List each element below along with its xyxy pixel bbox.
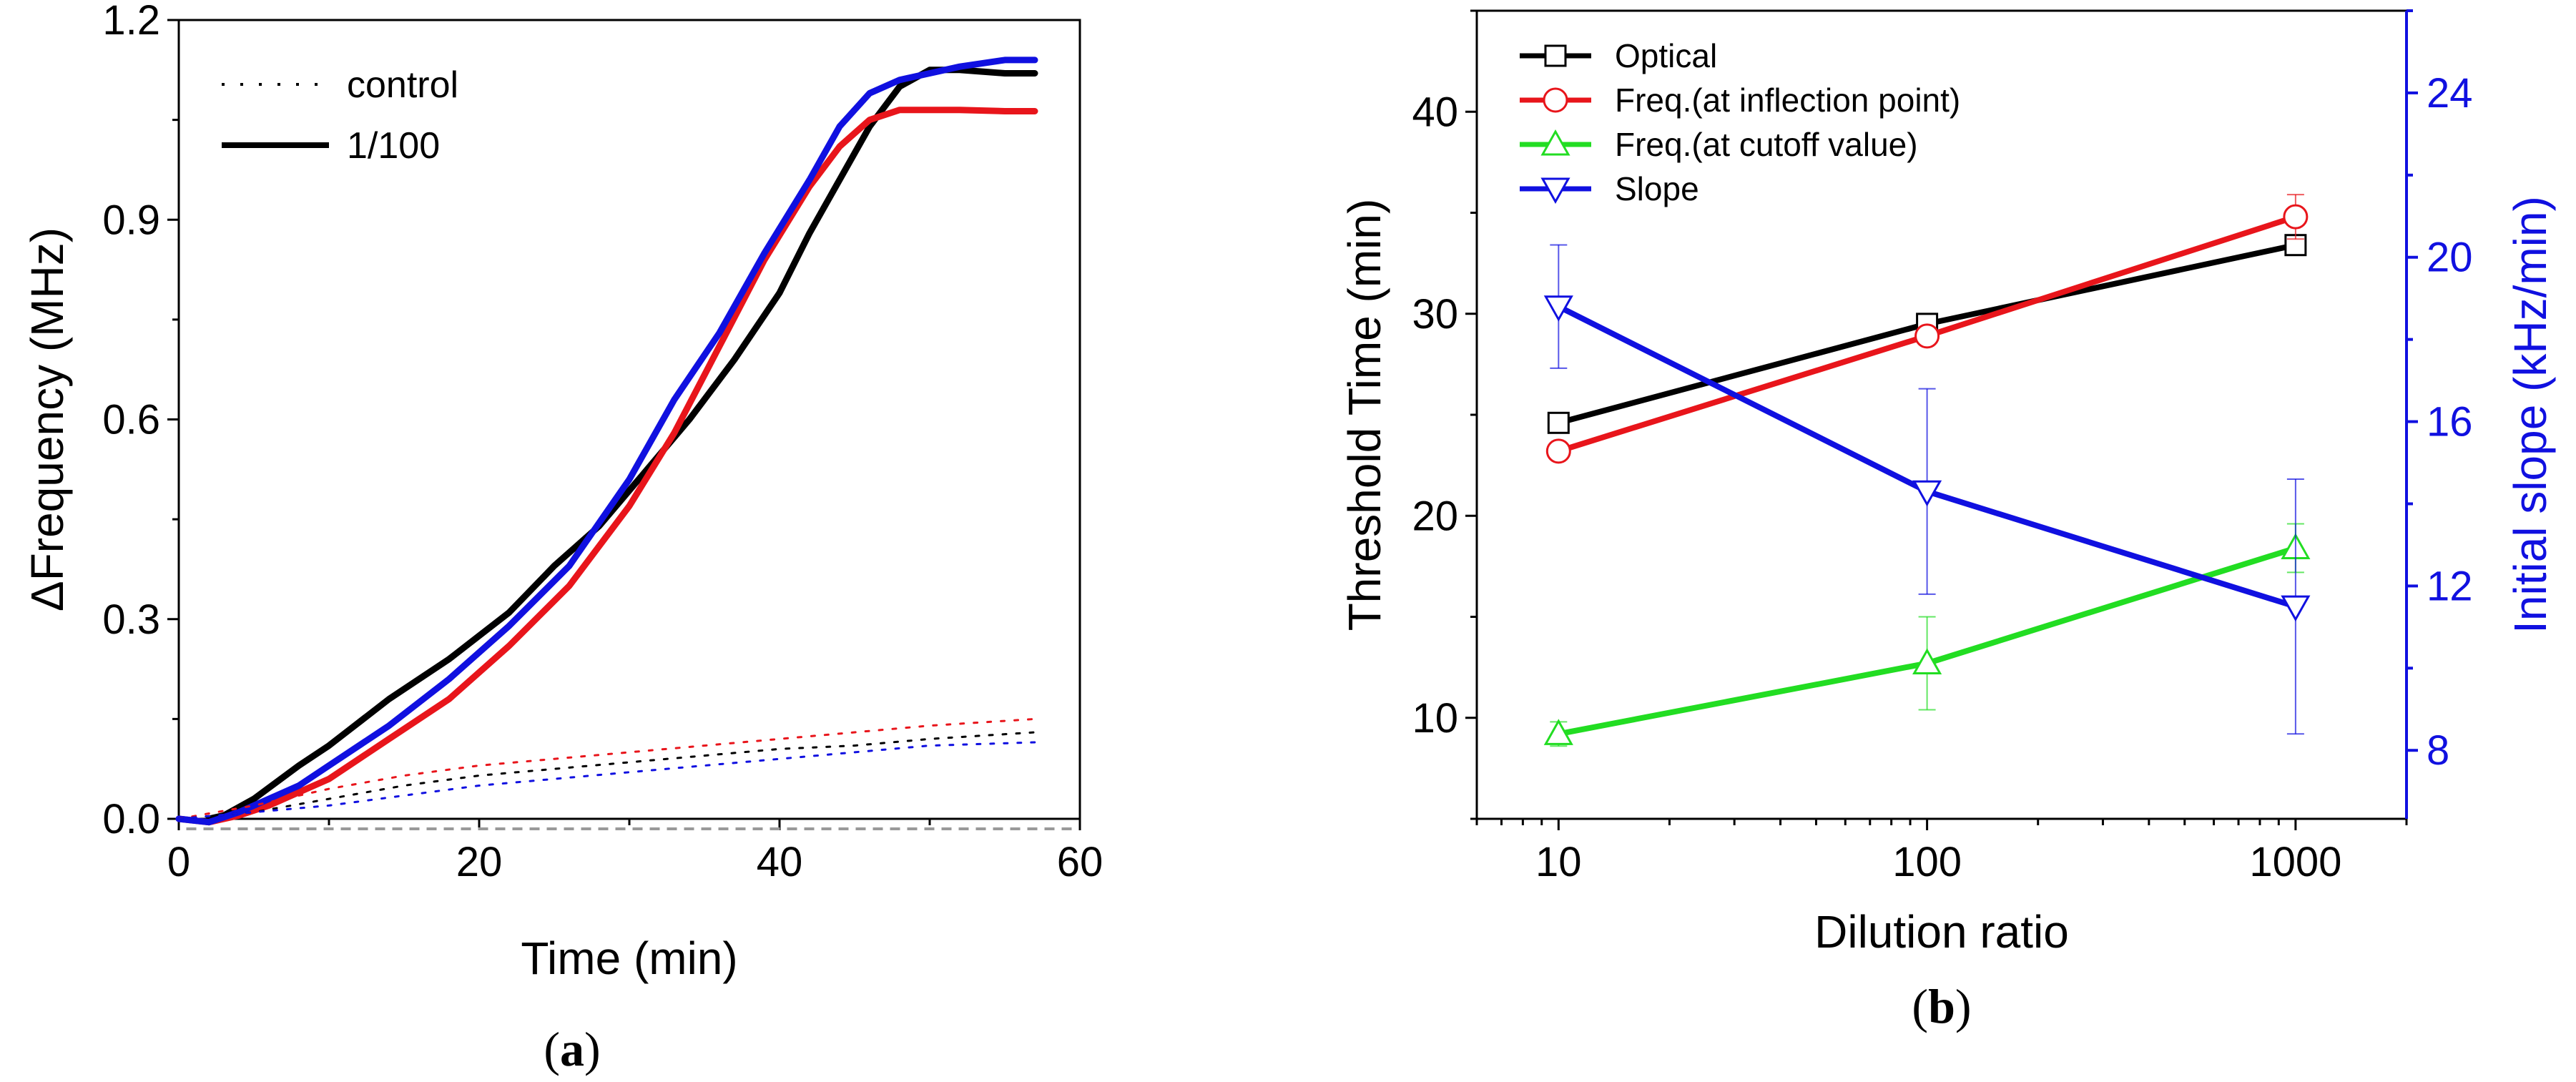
panel-a-series-1-100-black xyxy=(205,67,1038,822)
panel-a-caption-open: ( xyxy=(544,1022,560,1076)
panel-b-x-axis-label: Dilution ratio xyxy=(1814,906,2069,958)
panel-b-x-tick-label: 1000 xyxy=(2249,839,2341,885)
panel-b-y2-axis-label: Initial slope (kHz/min) xyxy=(2504,196,2556,634)
panel-b-y-tick-label: 20 xyxy=(1412,493,1458,539)
panel-a-x-tick-label: 0 xyxy=(167,839,190,885)
legend-label-1-100: 1/100 xyxy=(347,125,440,167)
panel-b-y2-tick-label: 16 xyxy=(2427,399,2473,446)
panel-b-caption-close: ) xyxy=(1955,979,1972,1033)
panel-a-y-tick-label: 0.3 xyxy=(102,596,160,643)
panel-b-series-freq-at-inflection-point xyxy=(1545,194,2309,464)
panel-b-y-tick-label: 30 xyxy=(1412,291,1458,338)
legend-marker-slope xyxy=(1540,177,1570,205)
legend-label-freq-at-inflection-point: Freq.(at inflection point) xyxy=(1615,82,1960,119)
panel-b-caption-letter: b xyxy=(1928,979,1955,1033)
panel-b-y-tick-label: 10 xyxy=(1412,695,1458,742)
panel-b-y-tick-label: 40 xyxy=(1412,89,1458,135)
panel-a-y-tick-label: 0.6 xyxy=(102,397,160,443)
panel-b-series-slope xyxy=(1543,244,2311,735)
panel-a-x-tick-label: 20 xyxy=(456,839,503,885)
panel-b-y2-tick-label: 20 xyxy=(2427,235,2473,281)
panel-a-legend: control 1/100 xyxy=(222,64,458,167)
panel-b-legend: Optical Freq.(at inflection point) Freq.(a… xyxy=(1520,37,1960,207)
panel-a-ticks: 0 20 40 60 0.0 0.3 0.6 0.9 1.2 xyxy=(102,0,1103,885)
panel-a: 0 20 40 60 0.0 0.3 0.6 0.9 1.2 control 1/100 Tim… xyxy=(21,0,1103,1076)
legend-marker-optical xyxy=(1544,44,1567,67)
data-point-marker xyxy=(1912,648,1942,674)
legend-marker-freq-at-inflection-point xyxy=(1543,87,1568,113)
panel-b: 10 100 1000 10 20 30 40 8 12 16 20 24 Optical Freq.(… xyxy=(1339,9,2556,1033)
legend-label-control: control xyxy=(347,64,458,106)
panel-a-y-tick-label: 0.9 xyxy=(102,197,160,243)
panel-a-plot-frame xyxy=(177,19,1081,820)
panel-a-x-tick-label: 40 xyxy=(757,839,803,885)
legend-label-slope: Slope xyxy=(1615,170,1699,207)
data-point-marker xyxy=(1543,719,1573,745)
panel-b-y2-tick-label: 8 xyxy=(2427,727,2449,774)
data-point-marker xyxy=(1547,411,1570,434)
panel-b-series-freq-at-cutoff-value xyxy=(1543,523,2311,747)
panel-a-series-control-blue xyxy=(177,741,1036,820)
panel-a-caption: (a) xyxy=(544,1022,600,1076)
data-point-marker xyxy=(1912,480,1942,507)
panel-a-x-tick-label: 60 xyxy=(1057,839,1103,885)
data-point-marker xyxy=(2281,595,2311,622)
legend-label-freq-at-cutoff-value: Freq.(at cutoff value) xyxy=(1615,126,1918,163)
panel-a-series-1-100-red xyxy=(175,107,1038,826)
panel-b-x-tick-label: 10 xyxy=(1535,839,1582,885)
panel-a-x-axis-label: Time (min) xyxy=(521,933,737,984)
panel-b-caption-open: ( xyxy=(1912,979,1928,1033)
panel-a-series-control-red xyxy=(177,717,1036,820)
legend-label-optical: Optical xyxy=(1615,37,1717,74)
panel-b-caption: (b) xyxy=(1912,979,1971,1033)
panel-a-y-axis-label: ΔFrequency (MHz) xyxy=(21,227,73,611)
panel-b-y2-tick-label: 12 xyxy=(2427,563,2473,609)
data-point-marker xyxy=(2283,204,2309,230)
panel-b-series xyxy=(1543,194,2311,747)
panel-b-y2-tick-label: 24 xyxy=(2427,70,2473,117)
panel-a-caption-letter: a xyxy=(560,1022,584,1076)
data-point-marker xyxy=(1545,438,1571,464)
panel-a-y-tick-label: 0.0 xyxy=(102,796,160,842)
panel-b-y-axis-label: Threshold Time (min) xyxy=(1339,199,1390,631)
data-point-marker xyxy=(1914,323,1940,349)
panel-a-caption-close: ) xyxy=(584,1022,601,1076)
legend-marker-freq-at-cutoff-value xyxy=(1540,129,1570,156)
panel-a-series-1-100-blue xyxy=(175,56,1038,826)
panel-b-ticks: 10 100 1000 10 20 30 40 8 12 16 20 24 xyxy=(1412,9,2473,885)
panel-a-series-control-black xyxy=(177,731,1036,820)
panel-a-y-tick-label: 1.2 xyxy=(102,0,160,44)
panel-a-series xyxy=(175,56,1038,826)
data-point-marker xyxy=(1543,295,1573,322)
panel-b-x-tick-label: 100 xyxy=(1892,839,1962,885)
